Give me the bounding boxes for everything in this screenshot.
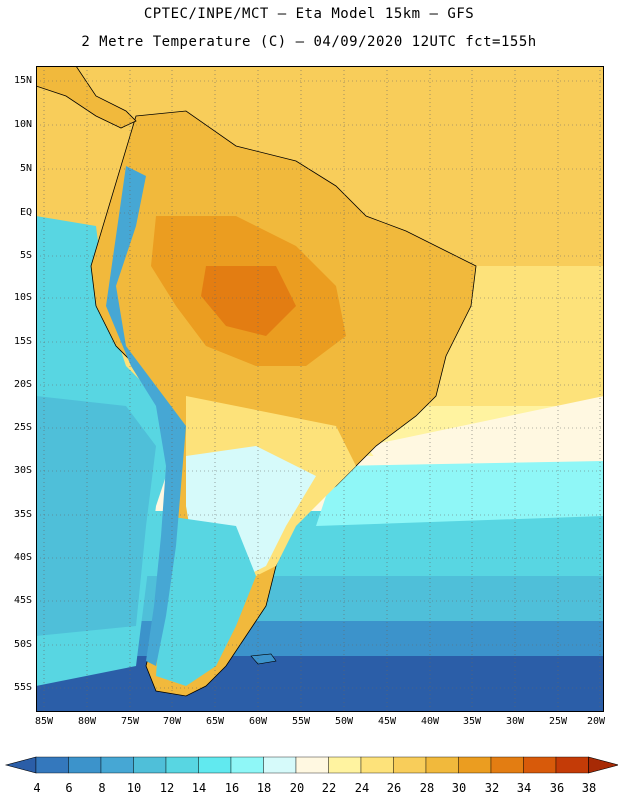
colorbar-swatch xyxy=(35,756,69,774)
lat-label: 20S xyxy=(13,379,32,390)
colorbar-swatch xyxy=(458,756,492,774)
colorbar-label: 36 xyxy=(549,781,565,795)
graticule xyxy=(36,66,604,712)
colorbar-label: 10 xyxy=(126,781,142,795)
colorbar-label: 8 xyxy=(98,781,106,795)
colorbar-label: 22 xyxy=(321,781,337,795)
colorbar-label: 14 xyxy=(191,781,207,795)
colorbar-label: 18 xyxy=(256,781,272,795)
colorbar-swatch xyxy=(230,756,264,774)
lon-label: 50W xyxy=(334,716,354,727)
colorbar-swatch xyxy=(425,756,459,774)
lon-label: 20W xyxy=(586,716,606,727)
lat-label: 15S xyxy=(13,336,32,347)
andes-cold-spine xyxy=(106,166,186,666)
patagonia-cold xyxy=(156,516,256,686)
falkland-islands xyxy=(250,653,277,665)
colorbar-swatch xyxy=(133,756,167,774)
amazon-hottest-core xyxy=(201,266,296,336)
lon-label: 30W xyxy=(505,716,525,727)
lon-label: 25W xyxy=(548,716,568,727)
colorbar-label: 16 xyxy=(224,781,240,795)
colorbar-label: 24 xyxy=(354,781,370,795)
lat-label: EQ xyxy=(19,207,32,218)
colorbar-label: 30 xyxy=(451,781,467,795)
colorbar-swatch xyxy=(523,756,557,774)
colorbar-swatch xyxy=(198,756,232,774)
colorbar-swatch xyxy=(393,756,427,774)
colorbar-swatch xyxy=(263,756,297,774)
lat-label: 55S xyxy=(13,682,32,693)
lon-label: 40W xyxy=(420,716,440,727)
lat-label: 15N xyxy=(13,75,32,86)
lat-label: 45S xyxy=(13,595,32,606)
colorbar-label: 26 xyxy=(386,781,402,795)
lat-label: 30S xyxy=(13,465,32,476)
lon-label: 70W xyxy=(162,716,182,727)
temperature-colorbar xyxy=(4,756,618,774)
colorbar-label: 12 xyxy=(159,781,175,795)
atlantic-cyan-water xyxy=(316,461,604,526)
colorbar-swatch xyxy=(328,756,362,774)
lat-label: 5N xyxy=(19,163,32,174)
pacific-cooler-current xyxy=(36,396,156,636)
colorbar-arrow-high xyxy=(588,756,618,774)
lon-label: 55W xyxy=(291,716,311,727)
lat-label: 50S xyxy=(13,639,32,650)
colorbar-label: 34 xyxy=(516,781,532,795)
lon-label: 80W xyxy=(77,716,97,727)
colorbar-label: 28 xyxy=(419,781,435,795)
colorbar-swatch xyxy=(165,756,199,774)
lat-label: 25S xyxy=(13,422,32,433)
colorbar-label: 20 xyxy=(289,781,305,795)
colorbar-swatch xyxy=(295,756,329,774)
lon-label: 60W xyxy=(248,716,268,727)
lon-label: 35W xyxy=(462,716,482,727)
lon-label: 85W xyxy=(34,716,54,727)
colorbar-label: 6 xyxy=(65,781,73,795)
colorbar-swatch xyxy=(100,756,134,774)
map-border xyxy=(36,66,604,712)
colorbar-swatch xyxy=(360,756,394,774)
colorbar-arrow-low xyxy=(4,756,37,774)
map-title: CPTEC/INPE/MCT – Eta Model 15km – GFS xyxy=(143,6,475,22)
map-subtitle: 2 Metre Temperature (C) – 04/09/2020 12U… xyxy=(81,34,537,50)
lat-label: 10N xyxy=(13,119,32,130)
colorbar-swatch xyxy=(68,756,102,774)
central-america-land xyxy=(36,66,137,129)
colorbar-swatch xyxy=(490,756,524,774)
colorbar-swatch xyxy=(555,756,589,774)
lon-label: 65W xyxy=(205,716,225,727)
lat-label: 40S xyxy=(13,552,32,563)
lon-label: 75W xyxy=(120,716,140,727)
colorbar-label: 4 xyxy=(33,781,41,795)
lat-label: 5S xyxy=(19,250,32,261)
lat-label: 10S xyxy=(13,292,32,303)
colorbar-label: 32 xyxy=(484,781,500,795)
lon-label: 45W xyxy=(377,716,397,727)
colorbar-label: 38 xyxy=(581,781,597,795)
lat-label: 35S xyxy=(13,509,32,520)
temperature-map xyxy=(36,66,604,712)
